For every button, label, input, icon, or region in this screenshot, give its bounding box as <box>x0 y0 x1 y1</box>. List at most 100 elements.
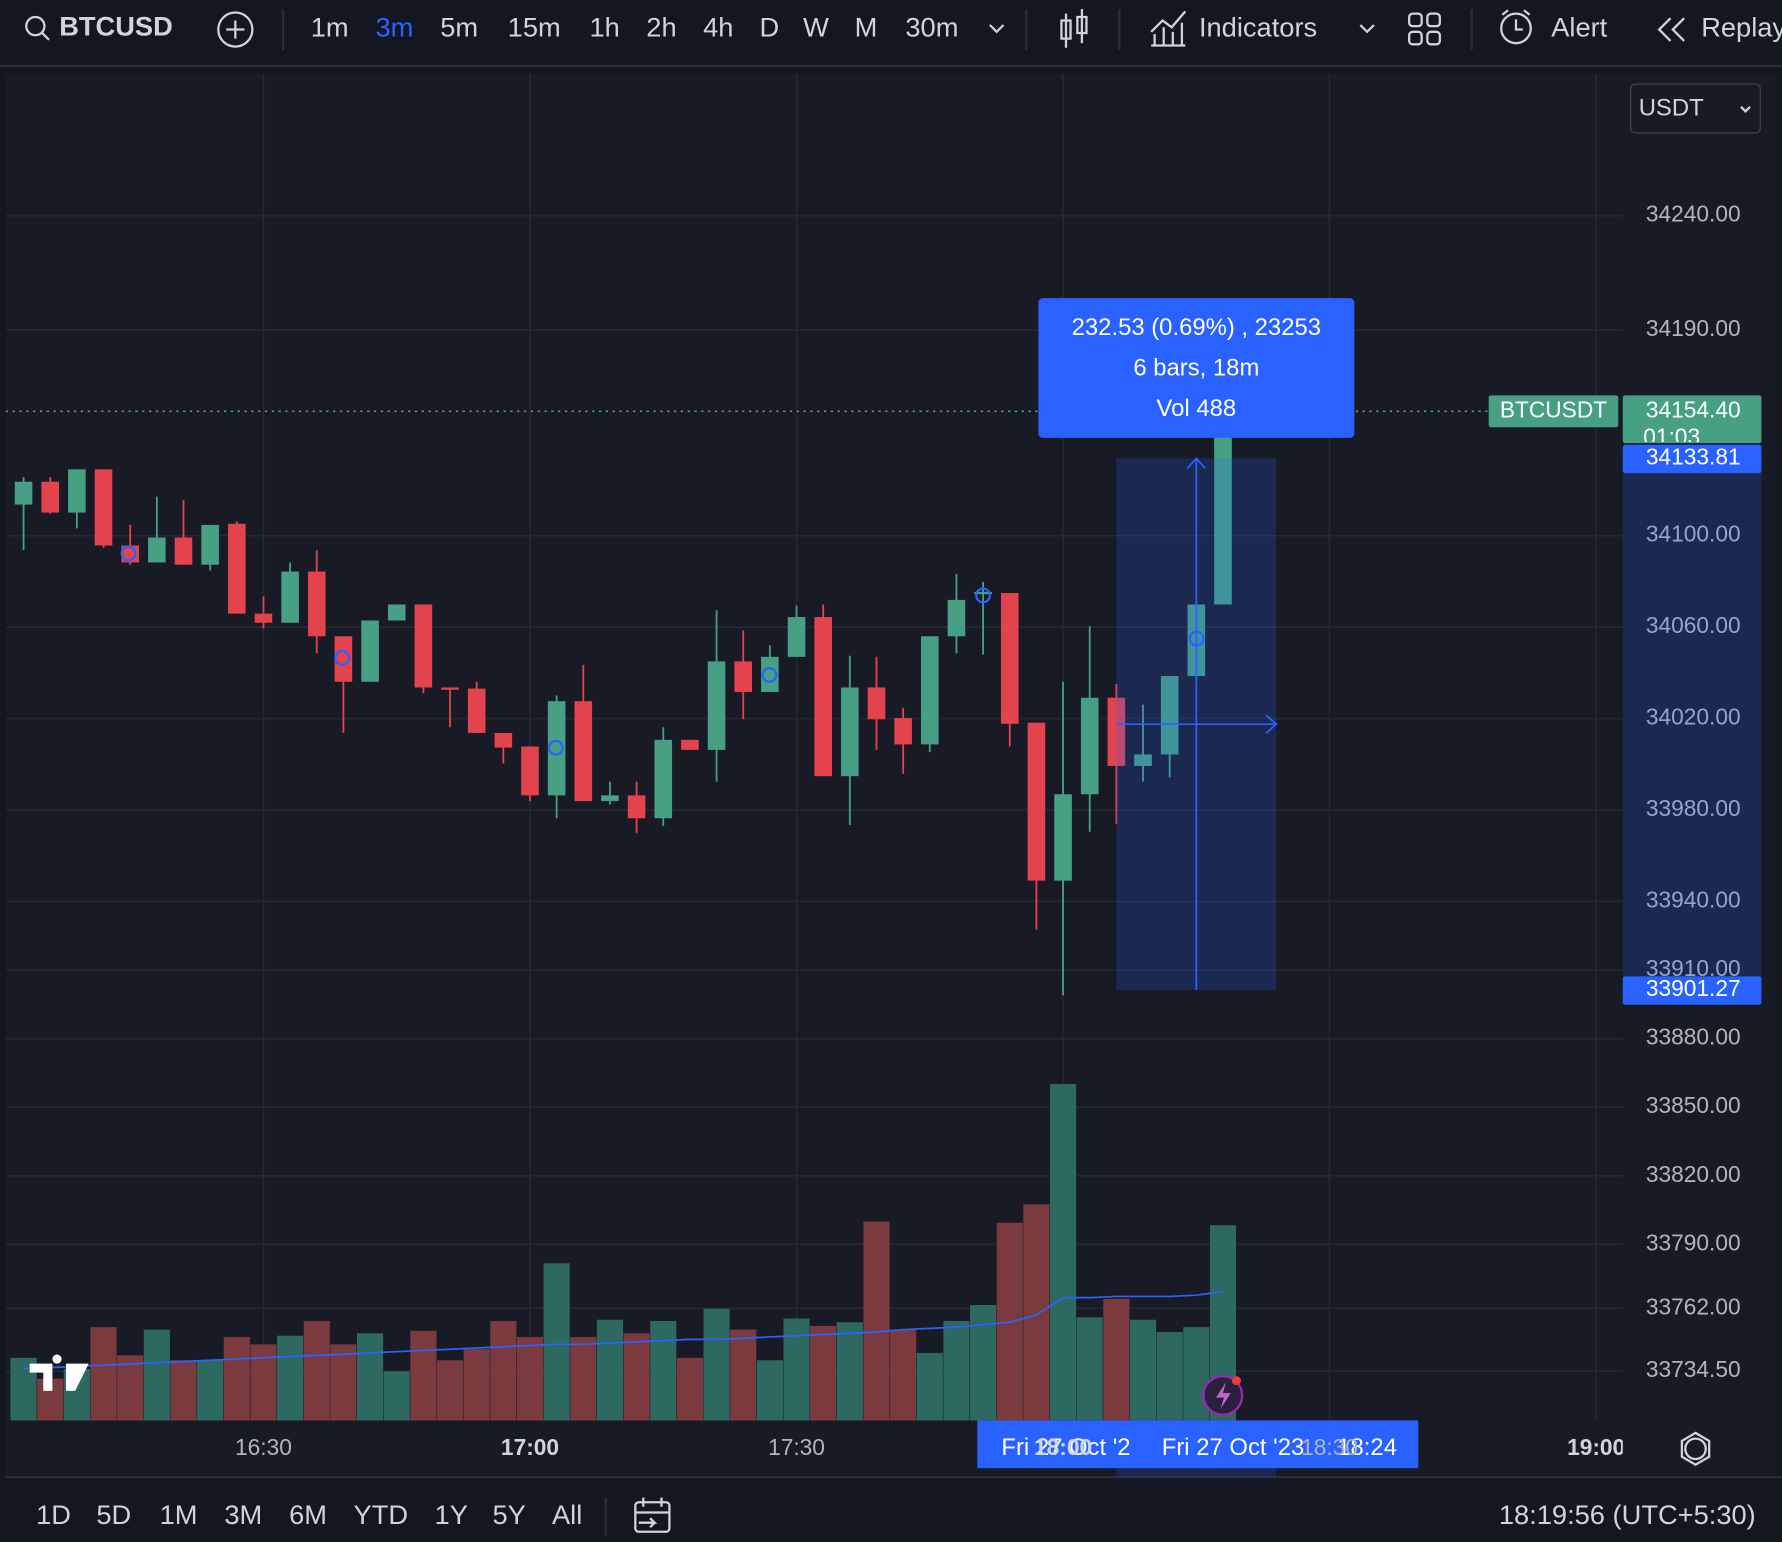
measure-axis-band <box>1622 458 1762 990</box>
interval-button[interactable]: M <box>855 12 878 43</box>
candle-body <box>201 524 219 565</box>
volume-bar <box>1023 1204 1050 1421</box>
range-button[interactable]: 1M <box>160 1499 198 1530</box>
alert-icon[interactable] <box>1500 12 1532 45</box>
search-icon-handle <box>41 32 50 41</box>
interval-button[interactable]: 30m <box>905 12 958 43</box>
event-marker[interactable] <box>761 667 778 683</box>
chart-type-icon[interactable] <box>1060 9 1088 48</box>
interval-button[interactable]: 1h <box>589 12 619 43</box>
indicators-icon[interactable] <box>1150 10 1187 47</box>
settings-icon-outline <box>1680 1431 1711 1467</box>
candle-body <box>361 620 379 682</box>
event-marker[interactable] <box>120 545 137 562</box>
volume-bar <box>1156 1332 1183 1421</box>
event-marker[interactable] <box>547 739 564 756</box>
candle-body <box>601 795 619 802</box>
y-tick-label: 34190.00 <box>1646 315 1741 341</box>
y-tick-label: 34100.00 <box>1646 521 1741 547</box>
range-button[interactable]: 5Y <box>493 1499 526 1530</box>
candle-body <box>1214 411 1232 605</box>
event-marker[interactable] <box>975 587 991 604</box>
volume-bar <box>516 1336 544 1421</box>
volume-bar <box>330 1344 357 1421</box>
interval-button[interactable]: 1m <box>311 12 349 43</box>
toolbar-icons <box>25 9 1685 50</box>
symbol[interactable]: BTCUSD <box>59 11 173 42</box>
last-price-label: 34154.40 <box>1646 396 1741 422</box>
range-button[interactable]: 1D <box>36 1499 71 1530</box>
interval-button[interactable]: D <box>760 12 780 43</box>
indicators-dropdown[interactable] <box>1359 24 1375 34</box>
candle-body <box>441 687 459 690</box>
candle-body <box>1134 754 1152 766</box>
interval-button[interactable]: W <box>803 12 829 43</box>
volume-bar <box>1183 1327 1210 1421</box>
interval-button[interactable]: 5m <box>440 12 478 43</box>
measure-arrow-horizontal <box>1116 714 1278 734</box>
volume-bar <box>1076 1317 1103 1421</box>
layout-icon <box>1408 30 1423 46</box>
replay-icon[interactable] <box>1657 17 1685 42</box>
volume-bar <box>1103 1298 1130 1421</box>
volume-bar <box>890 1329 917 1421</box>
candle-body <box>787 617 806 657</box>
interval-button[interactable]: 4h <box>703 12 733 43</box>
symbol-label: BTCUSDT <box>1500 396 1607 422</box>
crosshair-label: Fri 27 Oct '23 <box>1162 1434 1304 1461</box>
x-tick-label: 18:00 <box>1034 1434 1092 1460</box>
measure-high-label: 34133.81 <box>1646 443 1741 469</box>
candle-body <box>387 604 406 621</box>
crosshair-label: Fri 27 Oct '2 <box>1001 1434 1130 1461</box>
volume-bar <box>1049 1084 1077 1421</box>
candle-body <box>627 795 646 819</box>
currency-chevron <box>1740 106 1751 113</box>
layout-icon <box>1426 30 1441 46</box>
candle-body <box>281 571 299 623</box>
volume-bar <box>676 1357 703 1421</box>
interval-button[interactable]: 2h <box>646 12 676 43</box>
alert-button[interactable]: Alert <box>1551 12 1607 43</box>
measure-tooltip <box>1038 298 1355 438</box>
candle-body <box>921 636 939 745</box>
overlay: 34240.00 34190.00 34100.00 34060.00 34020.00… <box>5 201 1762 1478</box>
volume-bar <box>970 1305 997 1421</box>
range-button[interactable]: 5D <box>96 1499 131 1530</box>
volume-bar <box>943 1320 970 1421</box>
x-tick-label: 18:30 <box>1301 1434 1358 1460</box>
currency-dropdown[interactable] <box>1630 83 1761 134</box>
volume-bar <box>756 1360 783 1421</box>
replay-button[interactable]: Replay <box>1701 12 1782 43</box>
volume-bar <box>250 1344 277 1421</box>
settings-icon[interactable] <box>1684 1437 1707 1461</box>
interval-button[interactable]: 3m <box>375 12 413 43</box>
candle-body <box>1027 722 1046 881</box>
layout-icon <box>1426 12 1441 28</box>
layout-icon[interactable] <box>1408 12 1423 28</box>
volume-bar <box>383 1371 410 1421</box>
y-tick-label: 33734.50 <box>1646 1356 1741 1382</box>
y-tick-label: 34240.00 <box>1646 201 1741 227</box>
volume-bar <box>836 1322 863 1421</box>
event-marker[interactable] <box>334 649 351 666</box>
search-icon[interactable] <box>25 15 46 37</box>
range-button[interactable]: 6M <box>289 1499 327 1530</box>
goto-date-icon[interactable] <box>634 1501 671 1533</box>
candle-body <box>894 718 912 745</box>
range-button[interactable]: 1Y <box>435 1499 468 1530</box>
crosshair-label: 18:24 <box>1337 1434 1397 1461</box>
volume-bar <box>463 1349 490 1421</box>
candle-body <box>974 591 992 595</box>
indicators-button[interactable]: Indicators <box>1199 12 1317 43</box>
goto-date-icon-detail <box>635 1497 670 1529</box>
interval-button[interactable]: 15m <box>508 12 561 43</box>
volume-bar <box>277 1335 304 1421</box>
range-button[interactable]: 3M <box>224 1499 262 1530</box>
interval-dropdown[interactable] <box>989 24 1005 34</box>
add-symbol-icon[interactable] <box>217 11 254 48</box>
range-button[interactable]: All <box>552 1499 582 1530</box>
y-tick-label: 33790.00 <box>1646 1229 1741 1255</box>
range-button[interactable]: YTD <box>354 1499 409 1530</box>
candle-body <box>761 656 779 693</box>
